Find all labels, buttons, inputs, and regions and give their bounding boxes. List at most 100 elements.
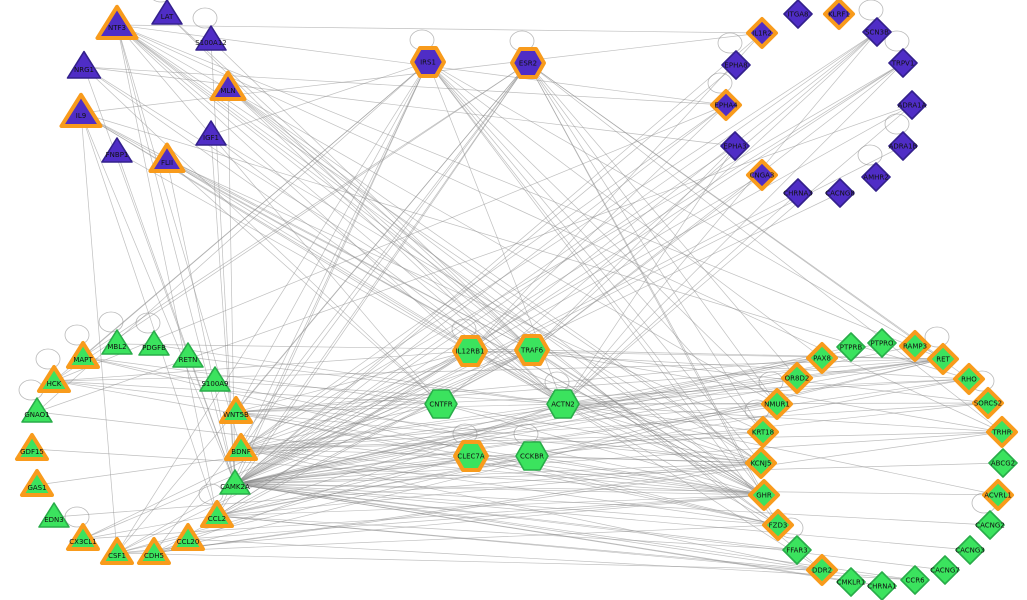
- edge-CAMK2A-ADRA1B: [234, 145, 904, 485]
- edge-IRS1-MAPT: [82, 61, 429, 358]
- edge-NTF3-NMUR1: [116, 24, 778, 405]
- node-SCN3B[interactable]: SCN3B: [862, 17, 892, 47]
- node-BDNF[interactable]: BDNF: [224, 433, 258, 461]
- node-IL9[interactable]: IL9: [59, 92, 103, 128]
- diamond-shape: [955, 535, 985, 565]
- node-CACNG2[interactable]: CACNG2: [975, 510, 1005, 540]
- diamond-shape: [899, 330, 931, 362]
- edge-ACTN2-KCNJ5: [562, 403, 762, 464]
- node-MAPT[interactable]: MAPT: [66, 341, 100, 369]
- triangle-shape: [148, 142, 186, 173]
- edge-TRAF6-CX3CL1: [82, 349, 533, 540]
- edge-IL9-CAMK2A: [80, 112, 236, 485]
- edge-CAMK2A-KCNJ5: [234, 462, 762, 485]
- self-loop-MBL2: [98, 311, 124, 333]
- node-ABCG2[interactable]: ABCG2: [988, 448, 1018, 478]
- node-FZD3[interactable]: FZD3: [762, 509, 794, 541]
- triangle-shape: [151, 0, 183, 25]
- edge-IL12RB1-BDNF: [240, 350, 471, 450]
- node-ITGA8[interactable]: ITGA8: [783, 0, 813, 29]
- edge-CCL2-FFAR3: [216, 515, 798, 551]
- node-CCKBR[interactable]: CCKBR: [515, 441, 549, 471]
- node-TRAF6[interactable]: TRAF6: [514, 334, 550, 366]
- edge-BDNF-SCN3B: [240, 31, 878, 450]
- node-KRT18[interactable]: KRT18: [747, 416, 779, 448]
- node-S100A12[interactable]: S100A12: [195, 25, 227, 51]
- edge-NTF3-IL1R2: [116, 24, 763, 34]
- edge-BDNF-NMUR1: [240, 403, 778, 450]
- node-AMHR2[interactable]: AMHR2: [861, 162, 891, 192]
- triangle-shape: [100, 537, 134, 565]
- node-IL1R2[interactable]: IL1R2: [746, 17, 778, 49]
- triangle-shape: [95, 4, 139, 40]
- node-CACNG3[interactable]: CACNG3: [955, 535, 985, 565]
- node-CHRNA3[interactable]: CHRNA3: [783, 178, 813, 208]
- node-DDR2[interactable]: DDR2: [806, 554, 838, 586]
- edge-CSF1-FZD3: [116, 524, 779, 554]
- node-GHR[interactable]: GHR: [748, 479, 780, 511]
- node-FFAR3[interactable]: FFAR3: [782, 535, 812, 565]
- node-ACTN2[interactable]: ACTN2: [546, 389, 580, 419]
- node-SORCS2[interactable]: SORCS2: [972, 387, 1004, 419]
- node-CLEC7A[interactable]: CLEC7A: [453, 440, 489, 472]
- node-GAS1[interactable]: GAS1: [20, 469, 54, 497]
- diamond-shape: [867, 571, 897, 600]
- node-GNAO1[interactable]: GNAO1: [21, 397, 53, 423]
- node-WNT5B[interactable]: WNT5B: [219, 396, 253, 424]
- edge-IL12RB1-WNT5B: [235, 350, 471, 413]
- node-NRG1[interactable]: NRG1: [66, 50, 102, 79]
- diamond-shape: [836, 567, 866, 597]
- diamond-shape: [761, 388, 793, 420]
- triangle-shape: [199, 366, 231, 392]
- triangle-shape: [15, 433, 49, 461]
- node-RHO[interactable]: RHO: [953, 363, 985, 395]
- edge-CNTFR-MAPT: [82, 356, 442, 405]
- self-loop-NMUR1: [758, 371, 784, 393]
- node-LAT[interactable]: LAT: [151, 0, 183, 25]
- edge-CDH5-KCNJ5: [153, 462, 762, 554]
- triangle-shape: [21, 397, 53, 423]
- node-IL12RB1[interactable]: IL12RB1: [452, 335, 488, 367]
- node-PAX8[interactable]: PAX8: [806, 342, 838, 374]
- edge-ACTN2-TRPV1: [562, 62, 904, 405]
- edge-CAMK2A-CNGA3: [234, 174, 763, 485]
- node-IRS1[interactable]: IRS1: [410, 46, 446, 78]
- edge-WNT5B-KCNJ5: [235, 411, 762, 464]
- node-CNTFR[interactable]: CNTFR: [424, 389, 458, 419]
- edge-CSF1-GHR: [116, 494, 765, 554]
- edge-FLII-CAMK2A: [166, 159, 236, 485]
- node-MBL2[interactable]: MBL2: [101, 329, 133, 355]
- node-RET[interactable]: RET: [927, 343, 959, 375]
- node-S100A9[interactable]: S100A9: [199, 366, 231, 392]
- diamond-shape: [762, 509, 794, 541]
- diamond-shape: [888, 131, 918, 161]
- edge-IL12RB1-EPHA4: [469, 104, 727, 352]
- edge-ESR2-BDNF: [240, 62, 529, 450]
- node-KCNJ5[interactable]: KCNJ5: [745, 447, 777, 479]
- edge-CAMK2A-TRHR: [234, 431, 1003, 485]
- node-IGF1[interactable]: IGF1: [195, 120, 227, 146]
- node-CCR6[interactable]: CCR6: [900, 565, 930, 595]
- node-EDN3[interactable]: EDN3: [38, 502, 70, 528]
- edge-FLII-GHR: [166, 159, 765, 496]
- node-CSF1[interactable]: CSF1: [100, 537, 134, 565]
- diamond-shape: [746, 159, 778, 191]
- node-NTF3[interactable]: NTF3: [95, 4, 139, 40]
- node-ESR2[interactable]: ESR2: [510, 47, 546, 79]
- node-ADRA1B[interactable]: ADRA1B: [888, 131, 918, 161]
- diamond-shape: [745, 447, 777, 479]
- edge-CAMK2A-EPHA4: [234, 104, 727, 485]
- edge-IRS1-CCL2: [216, 61, 429, 517]
- node-CACNG7[interactable]: CACNG7: [930, 555, 960, 585]
- node-PDGFB[interactable]: PDGFB: [138, 330, 170, 356]
- node-HCK[interactable]: HCK: [37, 365, 71, 393]
- edge-MLN-TRAF6: [227, 87, 533, 351]
- node-PTPRO[interactable]: PTPRO: [867, 328, 897, 358]
- node-KLRF1[interactable]: KLRF1: [823, 0, 855, 30]
- edge-IRS1-KCNJ5: [427, 61, 762, 464]
- node-CNGA3[interactable]: CNGA3: [746, 159, 778, 191]
- node-GDF15[interactable]: GDF15: [15, 433, 49, 461]
- node-ACVRL1[interactable]: ACVRL1: [982, 479, 1014, 511]
- node-TRHR[interactable]: TRHR: [986, 416, 1018, 448]
